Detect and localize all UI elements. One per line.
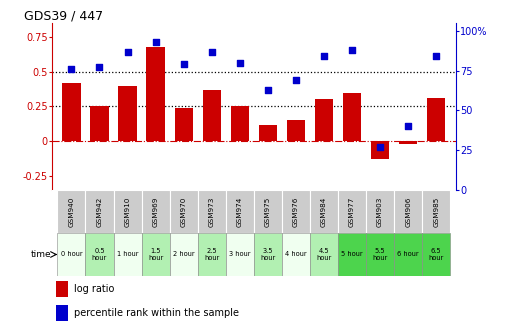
Bar <box>141 190 169 233</box>
Bar <box>57 233 85 276</box>
Text: log ratio: log ratio <box>74 284 114 294</box>
Text: percentile rank within the sample: percentile rank within the sample <box>74 308 239 318</box>
Bar <box>85 190 113 233</box>
Point <box>320 54 328 59</box>
Text: GSM940: GSM940 <box>68 196 75 227</box>
Bar <box>287 120 305 141</box>
Bar <box>310 233 338 276</box>
Text: 4.5
hour: 4.5 hour <box>316 248 332 261</box>
Text: 4 hour: 4 hour <box>285 251 307 257</box>
Text: GSM974: GSM974 <box>237 196 243 227</box>
Text: 0.5
hour: 0.5 hour <box>92 248 107 261</box>
Point <box>123 49 132 54</box>
Text: GSM942: GSM942 <box>96 196 103 227</box>
Bar <box>198 190 226 233</box>
Bar <box>62 83 81 141</box>
Bar <box>338 233 366 276</box>
Text: GSM970: GSM970 <box>181 196 186 227</box>
Bar <box>254 233 282 276</box>
Text: 3.5
hour: 3.5 hour <box>260 248 276 261</box>
Point <box>67 66 76 72</box>
Text: GSM975: GSM975 <box>265 196 271 227</box>
Text: GSM903: GSM903 <box>377 196 383 227</box>
Text: 2.5
hour: 2.5 hour <box>204 248 219 261</box>
Bar <box>57 190 85 233</box>
Text: GSM976: GSM976 <box>293 196 299 227</box>
Bar <box>226 190 254 233</box>
Text: GSM977: GSM977 <box>349 196 355 227</box>
Text: GSM906: GSM906 <box>405 196 411 227</box>
Text: 2 hour: 2 hour <box>173 251 194 257</box>
Bar <box>427 98 445 141</box>
Bar <box>169 190 198 233</box>
Bar <box>85 233 113 276</box>
Text: 5 hour: 5 hour <box>341 251 363 257</box>
Bar <box>226 233 254 276</box>
Text: 1.5
hour: 1.5 hour <box>148 248 163 261</box>
Text: GSM984: GSM984 <box>321 196 327 227</box>
Text: GSM910: GSM910 <box>124 196 131 227</box>
Bar <box>258 125 277 141</box>
Text: GSM969: GSM969 <box>153 196 159 227</box>
Bar <box>422 190 450 233</box>
Bar <box>422 233 450 276</box>
Point <box>95 65 104 70</box>
Text: 6.5
hour: 6.5 hour <box>428 248 444 261</box>
Text: GSM973: GSM973 <box>209 196 215 227</box>
Text: 6 hour: 6 hour <box>397 251 419 257</box>
Bar <box>198 233 226 276</box>
Text: GDS39 / 447: GDS39 / 447 <box>23 10 103 23</box>
Bar <box>282 190 310 233</box>
Bar <box>366 233 394 276</box>
Bar <box>169 233 198 276</box>
Point <box>264 87 272 92</box>
Bar <box>113 190 141 233</box>
Bar <box>343 93 361 141</box>
Bar <box>310 190 338 233</box>
Bar <box>366 190 394 233</box>
Bar <box>394 233 422 276</box>
Text: GSM985: GSM985 <box>433 196 439 227</box>
Point <box>208 49 216 54</box>
Bar <box>231 107 249 141</box>
Bar <box>90 107 109 141</box>
Point <box>180 62 188 67</box>
Bar <box>141 233 169 276</box>
Point <box>432 54 440 59</box>
Point <box>292 77 300 83</box>
Bar <box>203 90 221 141</box>
Point <box>376 145 384 150</box>
Bar <box>175 108 193 141</box>
Text: 5.5
hour: 5.5 hour <box>372 248 387 261</box>
Bar <box>147 46 165 141</box>
Point <box>348 47 356 53</box>
Bar <box>338 190 366 233</box>
Text: 0 hour: 0 hour <box>61 251 82 257</box>
Point <box>151 39 160 44</box>
Bar <box>254 190 282 233</box>
Text: 3 hour: 3 hour <box>229 251 251 257</box>
Bar <box>113 233 141 276</box>
Bar <box>119 86 137 141</box>
Point <box>236 60 244 65</box>
Bar <box>371 141 389 159</box>
Bar <box>56 305 68 321</box>
Bar <box>399 141 418 144</box>
Bar <box>56 281 68 298</box>
Bar <box>282 233 310 276</box>
Text: time: time <box>31 250 51 259</box>
Bar <box>394 190 422 233</box>
Point <box>404 124 412 129</box>
Text: 1 hour: 1 hour <box>117 251 138 257</box>
Bar <box>315 99 333 141</box>
